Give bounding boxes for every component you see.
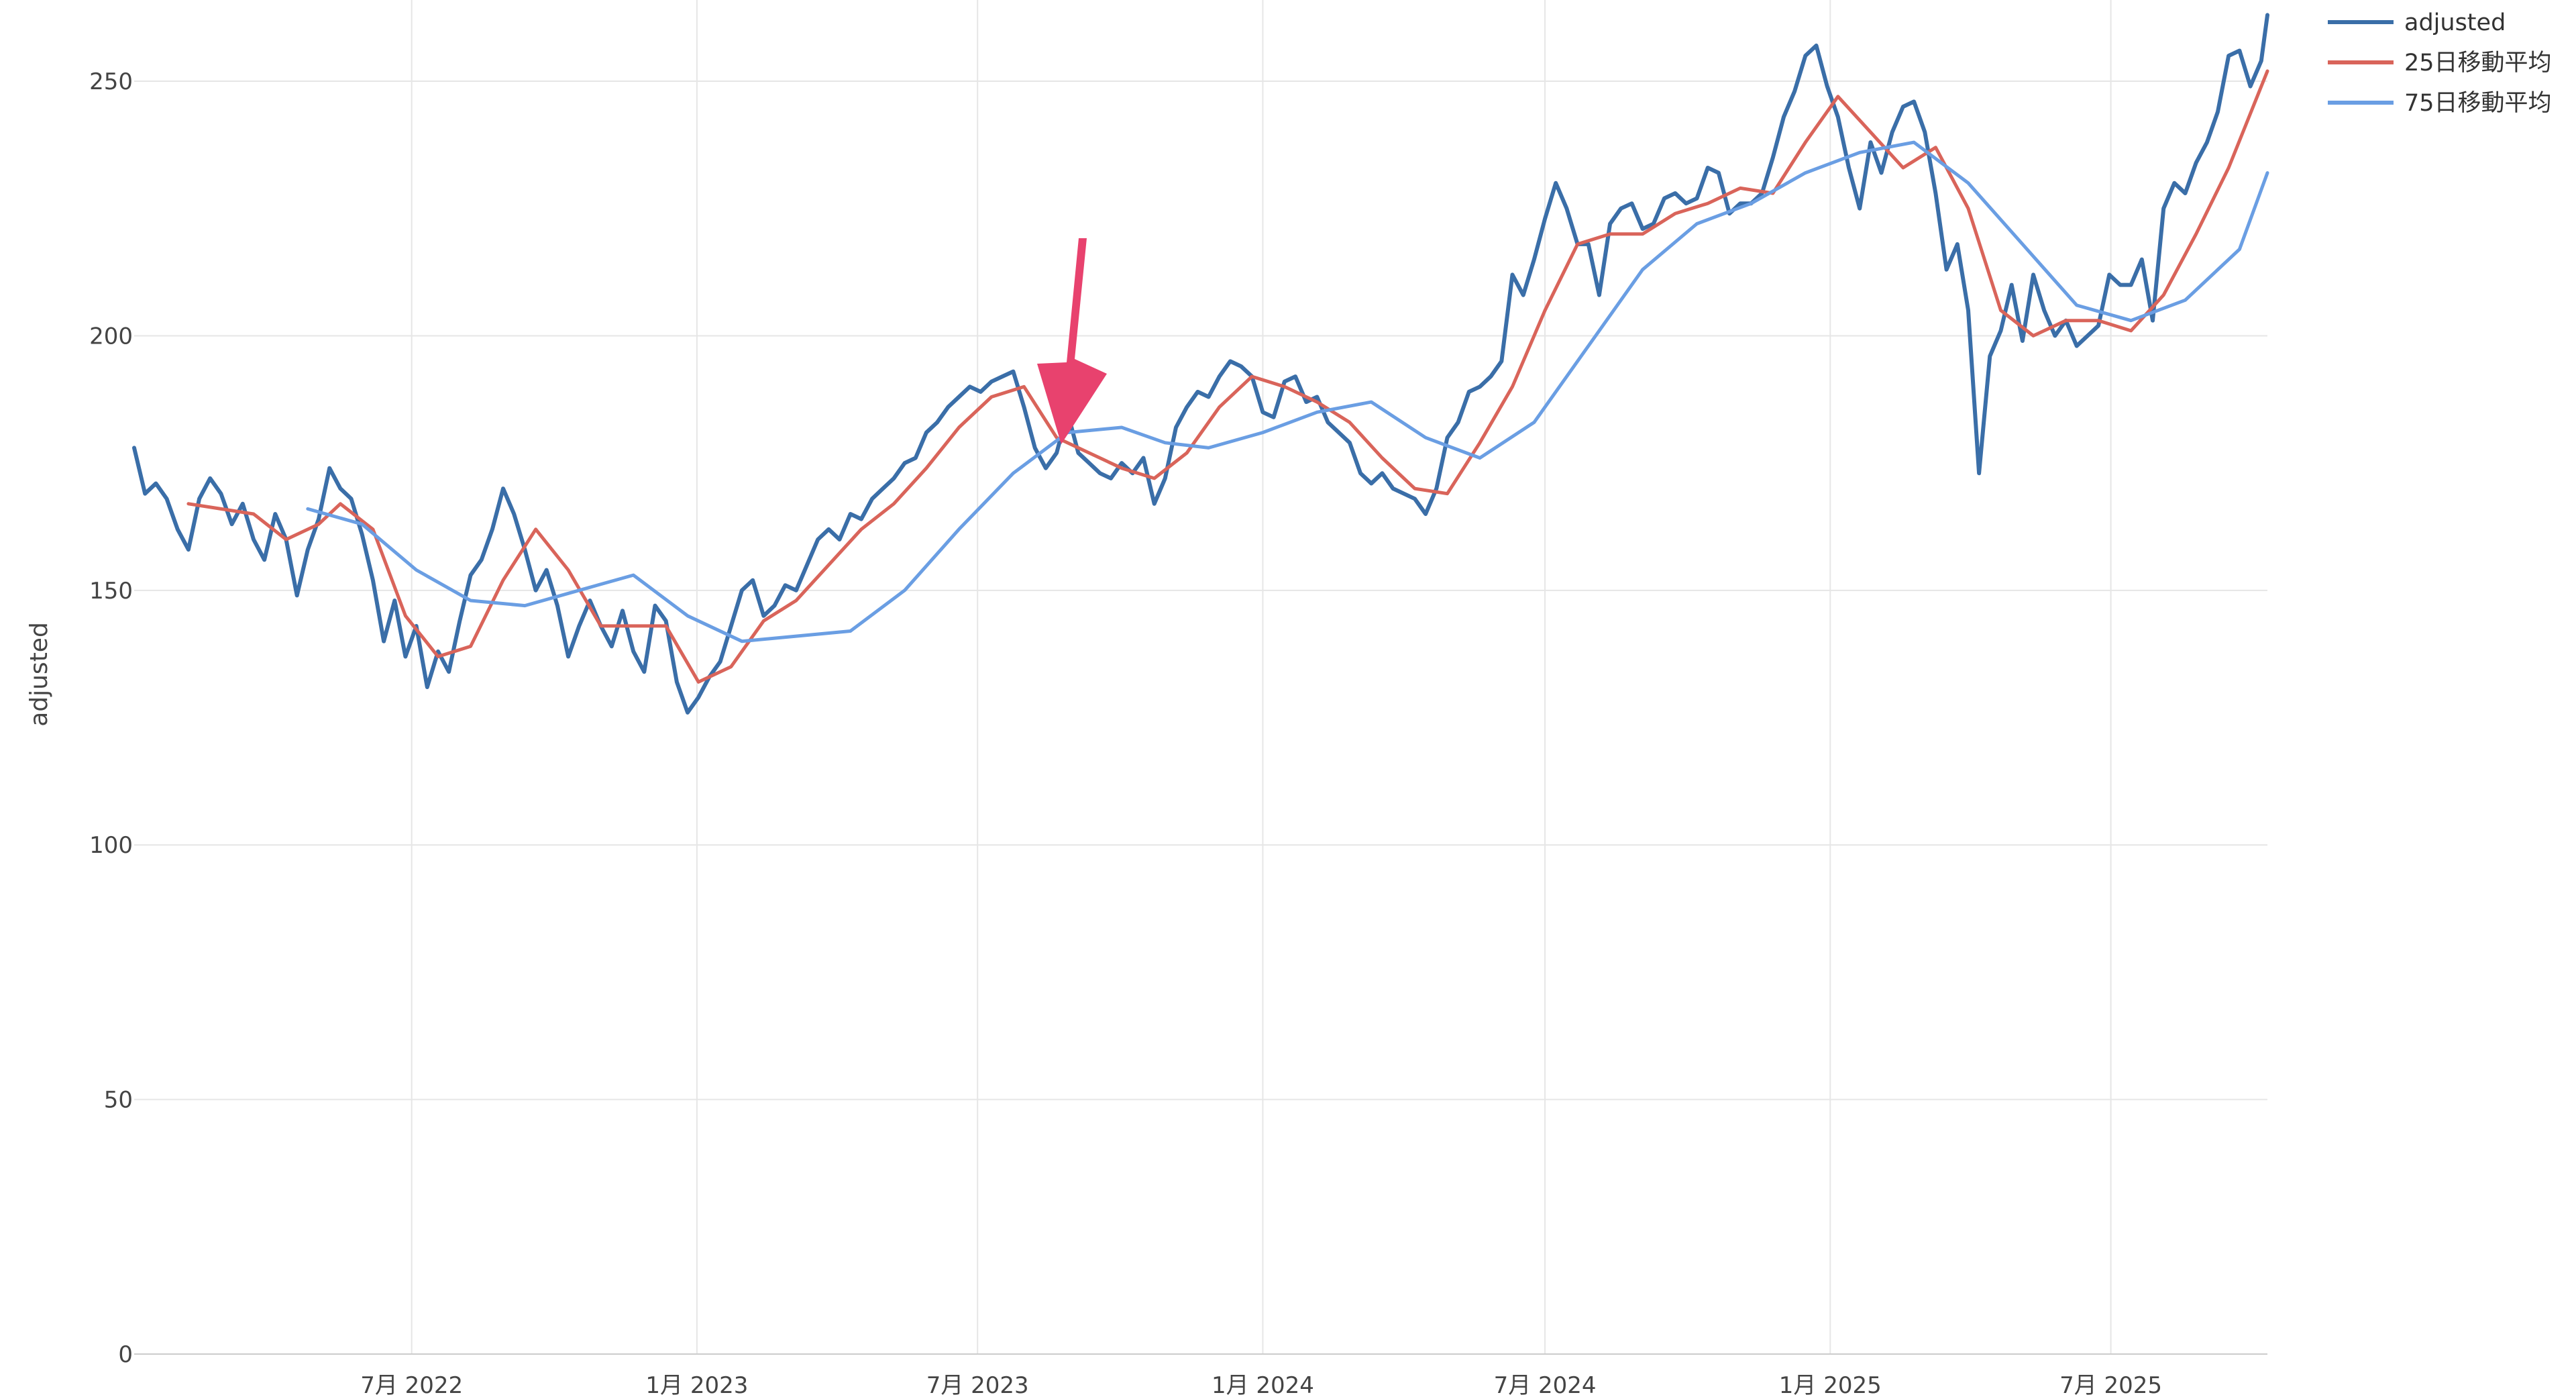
x-tick-label: 1月 2024 [1212,1372,1314,1397]
x-tick-label: 7月 2024 [1494,1372,1597,1397]
y-tick-label: 50 [104,1087,133,1114]
legend[interactable]: adjusted 25日移動平均 75日移動平均 [2328,9,2552,117]
series-line-0 [132,13,2269,715]
series-lines [132,13,2269,715]
x-tick-label: 1月 2023 [645,1372,748,1397]
x-tick-label: 1月 2025 [1779,1372,1882,1397]
grid [134,0,2267,1354]
y-tick-label: 250 [89,68,133,95]
legend-label-1: 25日移動平均 [2404,50,2552,76]
legend-label-2: 75日移動平均 [2404,90,2552,117]
y-axis-title: adjusted [25,622,53,727]
annotation [1037,238,1107,444]
legend-label-0: adjusted [2404,9,2506,36]
x-tick-label: 7月 2022 [360,1372,463,1397]
x-tick-label: 7月 2025 [2059,1372,2162,1397]
series-line-1 [186,69,2269,684]
x-axis: 7月 2022 1月 2023 7月 2023 1月 2024 7月 2024 1月 20… [360,1372,2162,1397]
series-line-2 [306,140,2269,643]
y-tick-label: 100 [89,832,133,859]
y-tick-label: 150 [89,578,133,605]
x-tick-label: 7月 2023 [926,1372,1029,1397]
y-tick-label: 0 [118,1341,133,1368]
y-axis: 0 50 100 150 200 250 [89,68,133,1368]
annotation-arrow [1037,238,1107,444]
y-tick-label: 200 [89,323,133,350]
